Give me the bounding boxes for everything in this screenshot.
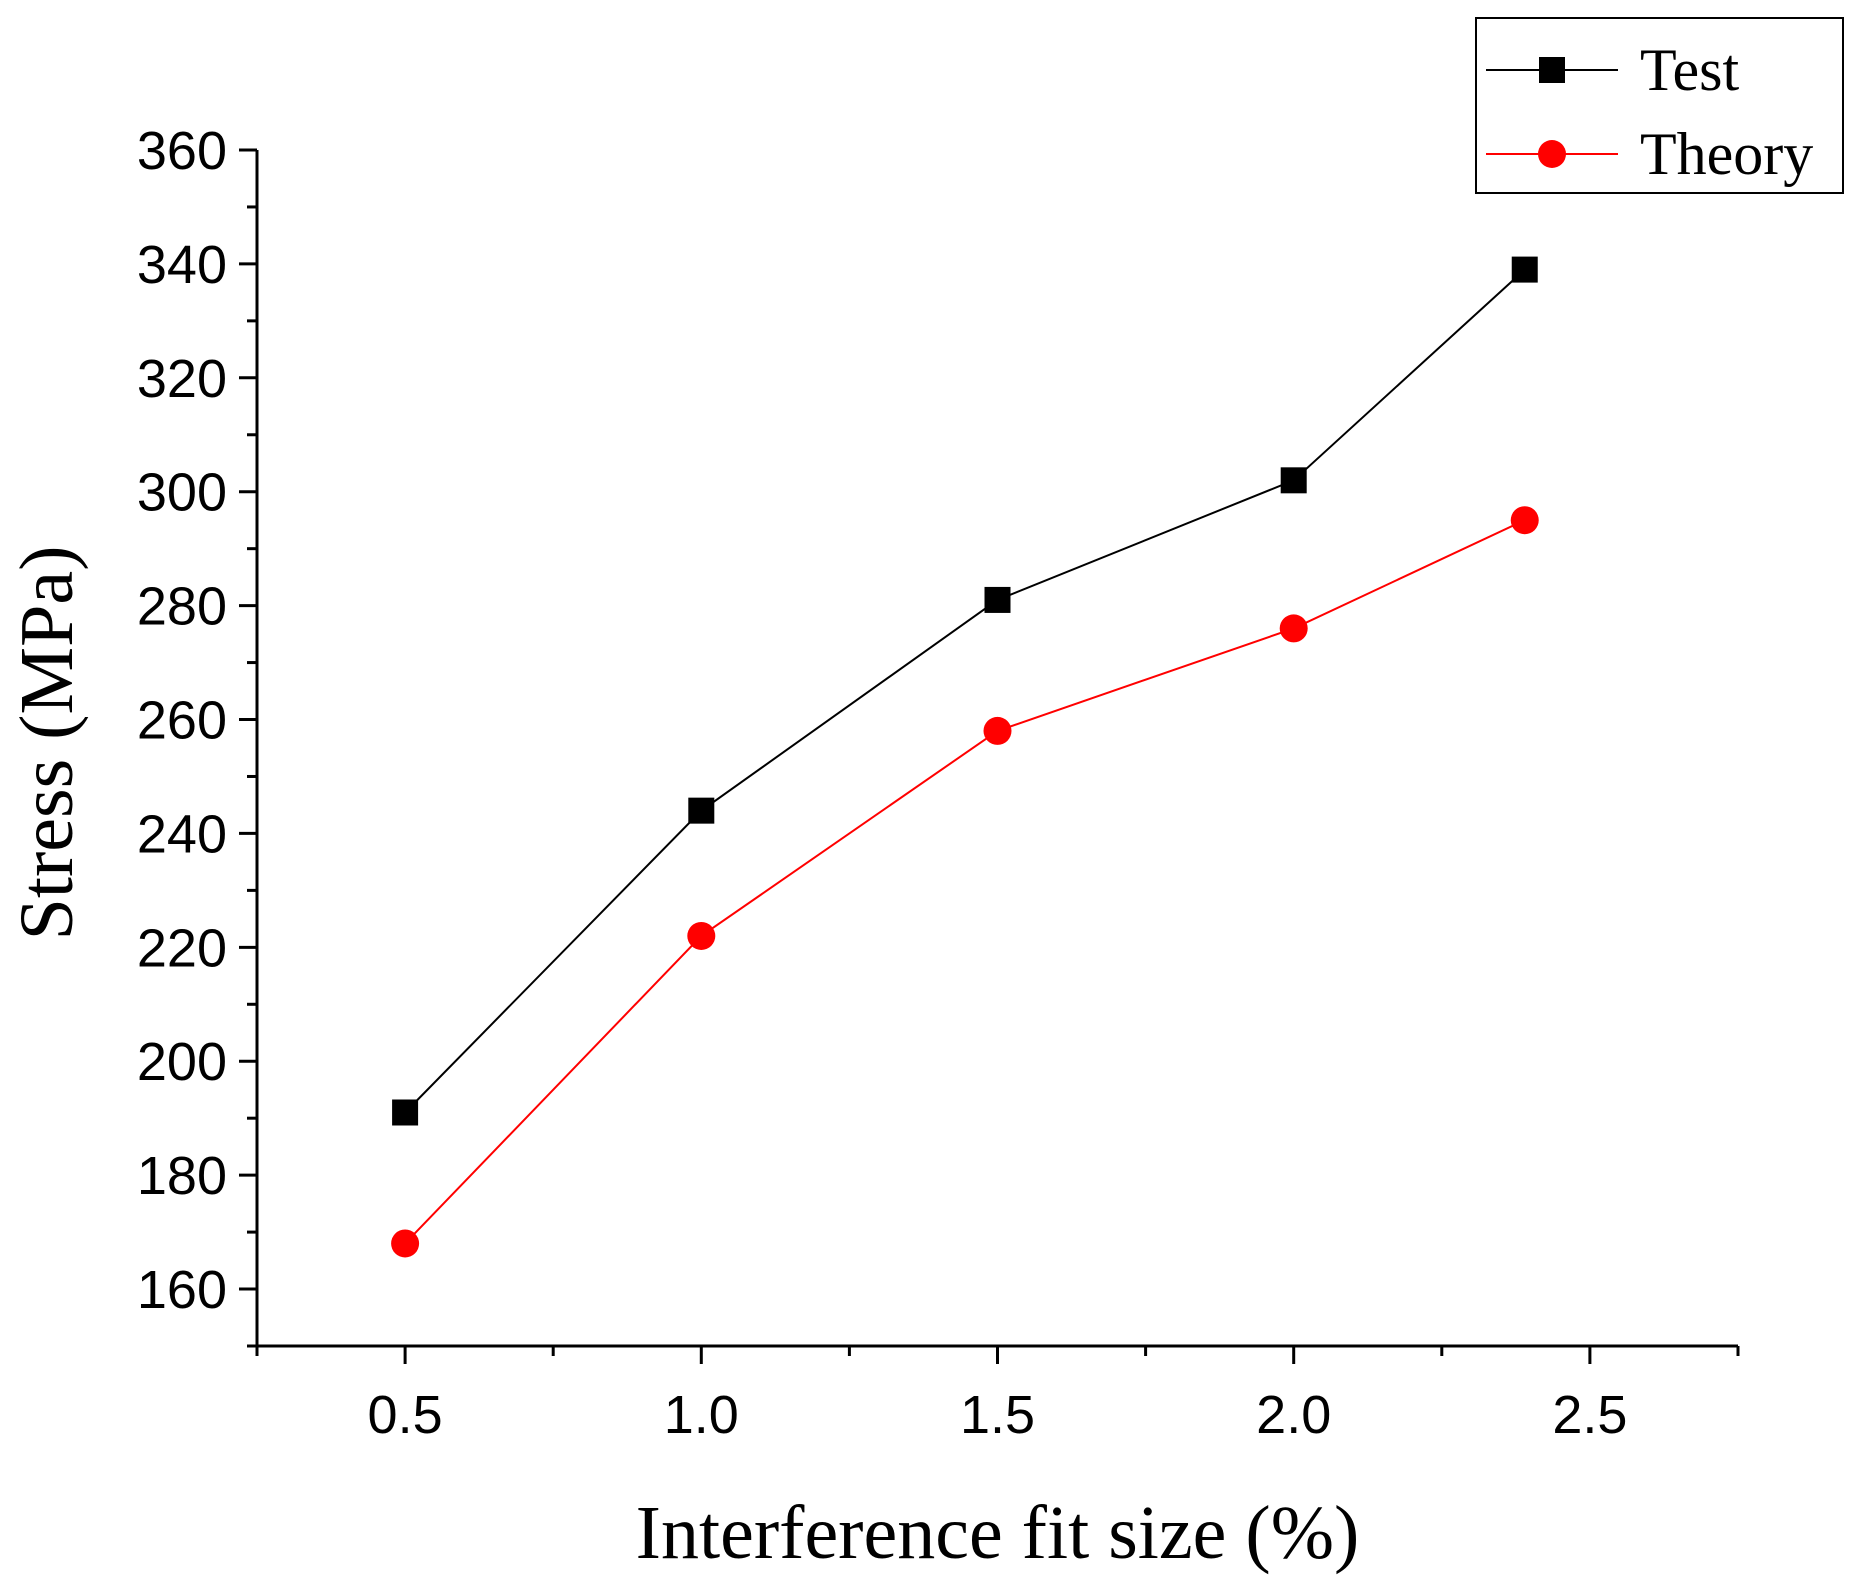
legend: Test Theory <box>1475 17 1844 194</box>
series-layer <box>391 256 1539 1258</box>
y-tick-label: 360 <box>137 121 227 181</box>
x-tick-label: 2.0 <box>1256 1385 1331 1445</box>
y-tick-label: 340 <box>137 235 227 295</box>
y-tick-label: 280 <box>137 577 227 637</box>
y-tick-label: 180 <box>137 1146 227 1206</box>
legend-label-theory: Theory <box>1640 121 1813 187</box>
x-tick-label: 0.5 <box>368 1385 443 1445</box>
y-tick-label: 320 <box>137 349 227 409</box>
data-point-test <box>1511 256 1538 283</box>
data-point-theory <box>1510 506 1539 535</box>
legend-box <box>1475 17 1844 194</box>
series-line-theory <box>404 519 1526 1245</box>
data-point-test <box>984 586 1011 613</box>
data-point-test <box>688 797 715 824</box>
data-point-theory <box>1279 614 1308 643</box>
data-point-theory <box>391 1229 420 1258</box>
legend-marker-test <box>1539 57 1565 83</box>
data-point-theory <box>983 716 1012 745</box>
data-point-test <box>1280 467 1307 494</box>
x-tick-label: 1.5 <box>960 1385 1035 1445</box>
data-point-theory <box>687 921 716 950</box>
y-tick-label: 300 <box>137 463 227 523</box>
y-tick-label: 200 <box>137 1032 227 1092</box>
x-tick-label: 1.0 <box>664 1385 739 1445</box>
series-line-test <box>404 268 1526 1114</box>
data-point-test <box>392 1099 419 1126</box>
legend-marker-theory <box>1538 140 1566 168</box>
y-axis-title: Stress (MPa) <box>5 546 89 941</box>
x-tick-label: 2.5 <box>1552 1385 1627 1445</box>
y-tick-label: 260 <box>137 691 227 751</box>
axes: 160 180 200 220 240 260 280 300 320 340 360 0.5 1.0 1… <box>137 121 1740 1445</box>
y-tick-label: 220 <box>137 918 227 978</box>
y-tick-label: 160 <box>137 1260 227 1320</box>
y-tick-label: 240 <box>137 804 227 864</box>
x-axis-title: Interference fit size (%) <box>636 1491 1360 1575</box>
legend-label-test: Test <box>1640 37 1739 103</box>
